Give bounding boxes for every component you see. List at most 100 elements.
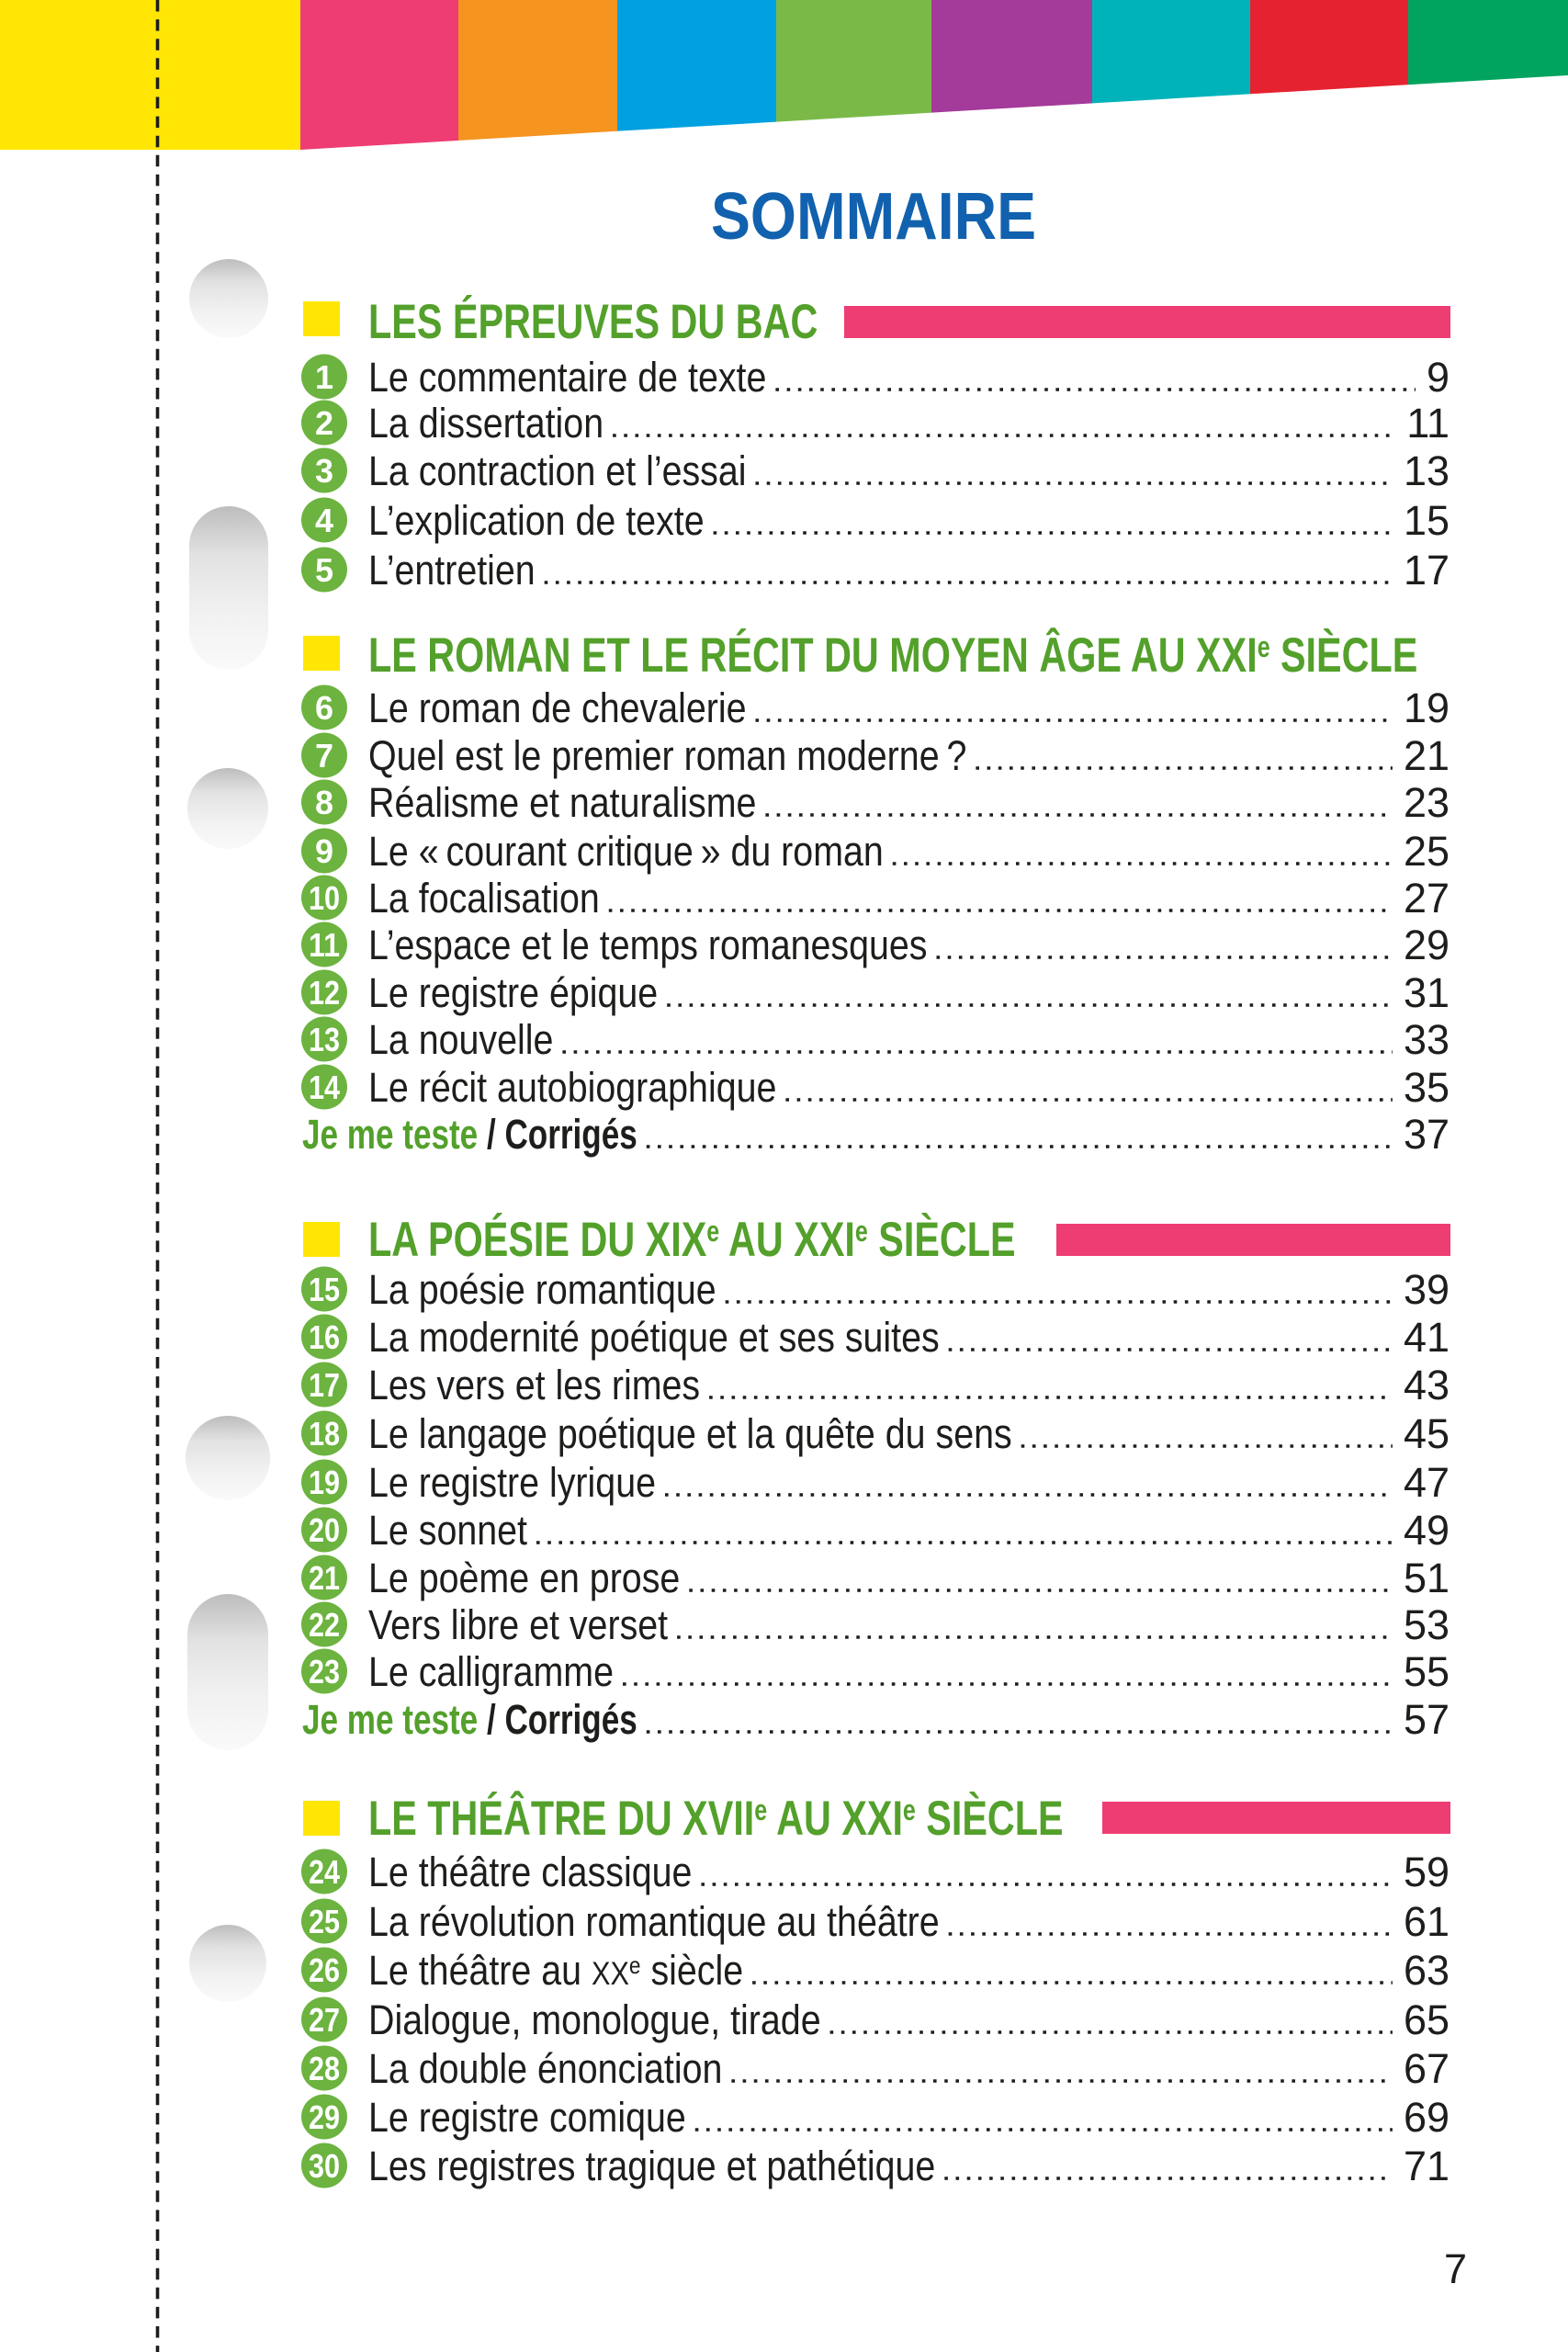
- svg-text:11: 11: [1406, 400, 1450, 447]
- svg-text:25: 25: [1404, 828, 1450, 875]
- svg-text:7: 7: [315, 737, 333, 775]
- svg-text:12: 12: [309, 974, 340, 1012]
- svg-text:e: e: [1258, 630, 1270, 663]
- svg-text:Les registres tragique et path: Les registres tragique et pathétique: [368, 2143, 935, 2189]
- svg-text:XX: XX: [592, 1956, 629, 1992]
- svg-text:SIÈCLE: SIÈCLE: [868, 1212, 1016, 1267]
- svg-text:19: 19: [1404, 684, 1450, 731]
- svg-text:Le registre comique: Le registre comique: [368, 2094, 686, 2141]
- svg-text:21: 21: [309, 1559, 340, 1597]
- svg-text:La focalisation: La focalisation: [368, 875, 600, 922]
- svg-text:30: 30: [309, 2147, 340, 2185]
- svg-text:16: 16: [309, 1318, 340, 1356]
- svg-text:AU XXI: AU XXI: [767, 1792, 903, 1846]
- svg-text:/ Corrigés: / Corrigés: [478, 1111, 637, 1158]
- svg-text:67: 67: [1404, 2045, 1450, 2092]
- svg-text:9: 9: [315, 832, 333, 870]
- svg-text:13: 13: [1404, 447, 1450, 494]
- svg-text:L’espace et le temps romanesqu: L’espace et le temps romanesques: [368, 922, 928, 968]
- svg-text:Je me teste: Je me teste: [302, 1111, 478, 1158]
- svg-text:LE ROMAN ET LE RÉCIT DU MOYEN: LE ROMAN ET LE RÉCIT DU MOYEN ÂGE AU XXI: [368, 627, 1258, 683]
- svg-text:13: 13: [309, 1021, 340, 1058]
- svg-text:Le commentaire de texte: Le commentaire de texte: [368, 354, 766, 401]
- svg-text:Le langage poétique et la quêt: Le langage poétique et la quête du sens: [368, 1410, 1012, 1457]
- svg-text:AU XXI: AU XXI: [719, 1213, 855, 1267]
- svg-text:49: 49: [1404, 1507, 1450, 1554]
- svg-text:27: 27: [1404, 875, 1450, 922]
- svg-text:10: 10: [309, 879, 340, 917]
- svg-text:1: 1: [315, 358, 333, 396]
- svg-text:Le registre lyrique: Le registre lyrique: [368, 1459, 656, 1506]
- svg-text:59: 59: [1404, 1849, 1450, 1895]
- svg-text:Le poème en prose: Le poème en prose: [368, 1555, 680, 1601]
- svg-text:15: 15: [309, 1271, 340, 1308]
- svg-text:19: 19: [309, 1464, 340, 1501]
- svg-text:Je me teste: Je me teste: [302, 1696, 478, 1743]
- svg-text:23: 23: [309, 1653, 340, 1690]
- svg-text:LE THÉÂTRE DU XVII: LE THÉÂTRE DU XVII: [368, 1790, 754, 1846]
- svg-text:8: 8: [315, 784, 333, 821]
- svg-text:e: e: [855, 1215, 868, 1248]
- svg-text:14: 14: [309, 1069, 340, 1106]
- svg-text:/ Corrigés: / Corrigés: [478, 1696, 637, 1743]
- svg-text:41: 41: [1404, 1314, 1450, 1361]
- svg-text:Le registre épique: Le registre épique: [368, 969, 658, 1016]
- svg-text:17: 17: [1404, 547, 1450, 594]
- svg-text:La contraction et l’essai: La contraction et l’essai: [368, 447, 747, 494]
- svg-text:e: e: [903, 1793, 916, 1826]
- svg-text:SIÈCLE: SIÈCLE: [1270, 628, 1418, 683]
- svg-text:Vers libre et verset: Vers libre et verset: [368, 1601, 669, 1648]
- svg-text:23: 23: [1404, 779, 1450, 826]
- svg-text:9: 9: [1427, 354, 1450, 401]
- svg-text:La nouvelle: La nouvelle: [368, 1016, 553, 1063]
- svg-text:39: 39: [1404, 1266, 1450, 1313]
- svg-text:Le roman de chevalerie: Le roman de chevalerie: [368, 684, 747, 731]
- svg-text:47: 47: [1404, 1459, 1450, 1506]
- svg-text:Le théâtre classique: Le théâtre classique: [368, 1849, 692, 1895]
- svg-text:61: 61: [1404, 1898, 1450, 1945]
- svg-text:17: 17: [309, 1366, 340, 1404]
- svg-text:21: 21: [1404, 732, 1450, 779]
- svg-text:26: 26: [309, 1951, 340, 1989]
- svg-text:La modernité poétique et ses s: La modernité poétique et ses suites: [368, 1314, 940, 1361]
- svg-text:65: 65: [1404, 1996, 1450, 2043]
- svg-text:SIÈCLE: SIÈCLE: [916, 1791, 1064, 1846]
- svg-text:Le théâtre au: Le théâtre au: [368, 1947, 592, 1994]
- svg-text:43: 43: [1404, 1362, 1450, 1408]
- svg-text:Le « courant critique » du rom: Le « courant critique » du roman: [368, 828, 884, 875]
- svg-text:L’explication de texte: L’explication de texte: [368, 497, 705, 544]
- svg-text:4: 4: [315, 502, 333, 539]
- svg-text:Quel est le premier roman mode: Quel est le premier roman moderne ?: [368, 732, 966, 779]
- svg-text:27: 27: [309, 2001, 340, 2039]
- svg-text:53: 53: [1404, 1601, 1450, 1648]
- svg-text:2: 2: [315, 404, 333, 442]
- svg-text:15: 15: [1404, 497, 1450, 544]
- svg-text:L’entretien: L’entretien: [368, 547, 536, 594]
- svg-text:La double énonciation: La double énonciation: [368, 2045, 722, 2092]
- svg-text:LA POÉSIE DU XIX: LA POÉSIE DU XIX: [368, 1212, 706, 1267]
- svg-text:25: 25: [309, 1903, 340, 1940]
- svg-text:e: e: [706, 1215, 719, 1248]
- svg-text:La dissertation: La dissertation: [368, 400, 604, 447]
- svg-text:33: 33: [1404, 1016, 1450, 1063]
- svg-text:11: 11: [309, 926, 340, 964]
- svg-text:Les vers et les rimes: Les vers et les rimes: [368, 1362, 700, 1408]
- svg-text:Réalisme et naturalisme: Réalisme et naturalisme: [368, 779, 756, 826]
- svg-text:Le récit autobiographique: Le récit autobiographique: [368, 1064, 776, 1111]
- svg-text:29: 29: [1404, 922, 1450, 968]
- svg-text:24: 24: [309, 1853, 340, 1891]
- svg-text:Le calligramme: Le calligramme: [368, 1648, 614, 1695]
- svg-text:6: 6: [315, 689, 333, 727]
- svg-text:LES ÉPREUVES DU BAC: LES ÉPREUVES DU BAC: [368, 294, 818, 349]
- svg-text:69: 69: [1404, 2094, 1450, 2141]
- svg-text:51: 51: [1404, 1555, 1450, 1601]
- svg-text:La poésie romantique: La poésie romantique: [368, 1266, 716, 1313]
- svg-text:La révolution romantique au th: La révolution romantique au théâtre: [368, 1898, 940, 1945]
- svg-text:57: 57: [1404, 1696, 1450, 1743]
- svg-text:e: e: [629, 1951, 641, 1979]
- svg-text:Dialogue, monologue, tirade: Dialogue, monologue, tirade: [368, 1996, 821, 2043]
- svg-text:e: e: [754, 1793, 767, 1826]
- svg-text:35: 35: [1404, 1064, 1450, 1111]
- svg-text:45: 45: [1404, 1410, 1450, 1457]
- svg-text:20: 20: [309, 1511, 340, 1549]
